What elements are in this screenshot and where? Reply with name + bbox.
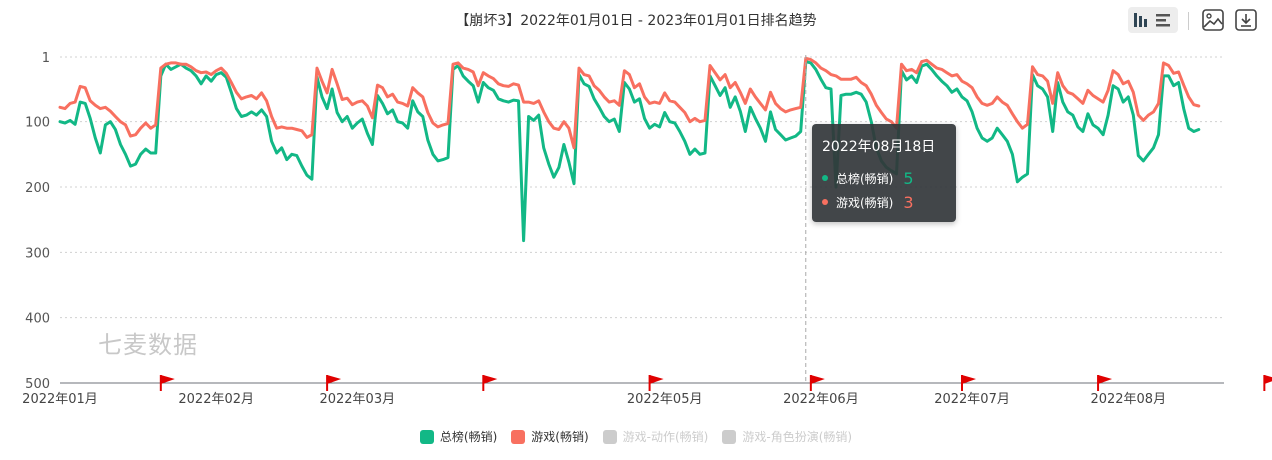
chart-type-switch[interactable] bbox=[1128, 7, 1178, 33]
flag-marker-icon[interactable] bbox=[326, 375, 342, 391]
flag-marker-icon[interactable] bbox=[961, 375, 977, 391]
chart-title: 【崩坏3】2022年01月01日 - 2023年01月01日排名趋势 bbox=[455, 13, 817, 29]
flag-cloth bbox=[649, 375, 664, 384]
flag-cloth bbox=[160, 375, 175, 384]
chart-legend: 总榜(畅销) 游戏(畅销) 游戏-动作(畅销) 游戏-角色扮演(畅销) bbox=[0, 428, 1272, 445]
flag-marker-icon[interactable] bbox=[159, 375, 175, 391]
y-tick-label: 200 bbox=[25, 181, 50, 196]
flag-cloth bbox=[327, 375, 342, 384]
tooltip-series-name: 总榜(畅销) bbox=[836, 171, 894, 186]
tooltip-series-name: 游戏(畅销) bbox=[836, 195, 894, 210]
tooltip-series-value: 5 bbox=[903, 168, 914, 188]
x-tick-label: 2022年02月 bbox=[178, 392, 254, 407]
flag-cloth bbox=[810, 375, 825, 384]
chart-tooltip: 2022年08月18日 总榜(畅销) 5 游戏(畅销) 3 bbox=[812, 124, 956, 222]
flag-cloth bbox=[962, 375, 977, 384]
flag-marker-icon[interactable] bbox=[1263, 375, 1272, 391]
toolbar-divider bbox=[1188, 12, 1189, 30]
y-tick-label: 500 bbox=[25, 377, 50, 392]
x-tick-label: 2022年03月 bbox=[319, 392, 395, 407]
legend-item-overall[interactable]: 总榜(畅销) bbox=[419, 428, 498, 445]
x-tick-label: 2022年05月 bbox=[627, 392, 703, 407]
x-tick-label: 2022年01月 bbox=[22, 392, 98, 407]
flag-marker-icon[interactable] bbox=[1097, 375, 1113, 391]
x-tick-label: 2022年08月 bbox=[1090, 392, 1166, 407]
tooltip-dot bbox=[822, 175, 828, 181]
tooltip-date: 2022年08月18日 bbox=[822, 139, 936, 155]
list-icon[interactable] bbox=[1154, 7, 1178, 33]
flag-cloth bbox=[1098, 375, 1113, 384]
legend-swatch bbox=[419, 429, 434, 444]
legend-item-games[interactable]: 游戏(畅销) bbox=[511, 428, 589, 445]
series-line-overall[interactable] bbox=[58, 60, 1201, 243]
flag-cloth bbox=[483, 375, 498, 384]
chart-plot-area[interactable]: 1 100 200 300 400 500 2022年01月 2022年02月 2022年03… bbox=[0, 0, 1272, 420]
flag-marker-icon[interactable] bbox=[809, 375, 825, 391]
legend-swatch bbox=[602, 429, 617, 444]
x-tick-label: 2022年07月 bbox=[934, 392, 1010, 407]
y-tick-label: 400 bbox=[25, 312, 50, 327]
flag-cloth bbox=[1264, 375, 1272, 384]
legend-item-action[interactable]: 游戏-动作(畅销) bbox=[602, 428, 709, 445]
y-tick-label: 300 bbox=[25, 246, 50, 261]
flag-marker-icon[interactable] bbox=[648, 375, 664, 391]
bar-chart-icon[interactable] bbox=[1128, 7, 1178, 33]
tooltip-dot bbox=[822, 199, 828, 205]
tooltip-series-value: 3 bbox=[903, 192, 914, 212]
tooltip-row: 游戏(畅销) 3 bbox=[822, 190, 946, 214]
series-line-games[interactable] bbox=[58, 56, 1201, 150]
flag-marker-icon[interactable] bbox=[482, 375, 498, 391]
legend-item-rpg[interactable]: 游戏-角色扮演(畅销) bbox=[722, 428, 852, 445]
legend-swatch bbox=[511, 429, 526, 444]
y-tick-label: 100 bbox=[25, 116, 50, 131]
legend-swatch bbox=[722, 429, 737, 444]
legend-label: 游戏-角色扮演(畅销) bbox=[742, 430, 853, 444]
y-tick-label: 1 bbox=[42, 51, 50, 66]
image-icon[interactable] bbox=[1201, 8, 1225, 32]
legend-label: 游戏-动作(畅销) bbox=[622, 430, 709, 444]
x-tick-label: 2022年06月 bbox=[783, 392, 859, 407]
watermark: 七麦数据 bbox=[98, 331, 198, 359]
legend-label: 游戏(畅销) bbox=[531, 430, 589, 444]
legend-label: 总榜(畅销) bbox=[439, 430, 498, 444]
download-icon[interactable] bbox=[1234, 8, 1258, 32]
tooltip-row: 总榜(畅销) 5 bbox=[822, 166, 946, 190]
